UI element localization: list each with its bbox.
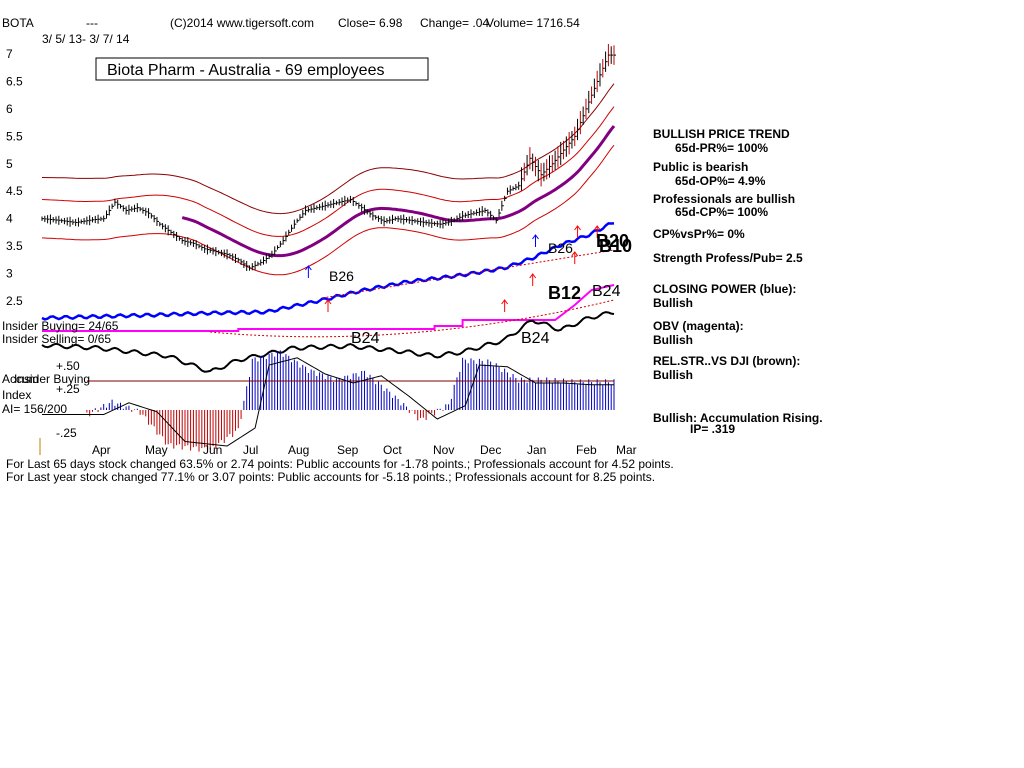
moving-average-line [181, 125, 616, 258]
signal-arrow-head [574, 225, 581, 231]
signal-arrow-head [571, 251, 579, 257]
accum-label: Accum [2, 372, 39, 386]
price-tick-label: 5 [6, 157, 13, 171]
price-tick-label: 6.5 [6, 74, 23, 88]
insider-buying-label: Insider Buying= 24/65 [2, 319, 119, 333]
signal-arrow-head [529, 273, 537, 279]
lower-band-red [41, 144, 615, 276]
signal-arrows [304, 225, 601, 312]
op-value: 65d-OP%= 4.9% [675, 174, 766, 188]
signal-arrow-head [532, 234, 539, 240]
accum-tick-label: +.50 [56, 359, 80, 373]
x-tick-label: Mar [616, 443, 637, 457]
relstr-value: Bullish [653, 368, 693, 382]
signal-label: B26 [329, 268, 354, 284]
ticker-label: BOTA [2, 16, 34, 30]
pros-label: Professionals are bullish [653, 192, 795, 206]
relstr-label: REL.STR..VS DJI (brown): [653, 354, 800, 368]
x-tick-label: Apr [92, 443, 111, 457]
ticker-dashes: --- [86, 16, 98, 30]
price-tick-label: 4.5 [6, 184, 23, 198]
price-bands [41, 83, 616, 276]
price-tick-label: 2.5 [6, 294, 23, 308]
x-tick-label: Jun [203, 443, 222, 457]
rs-trendline [210, 299, 615, 338]
price-axis: 7 6.5 6 5.5 5 4.5 4 3.5 3 2.5 [6, 47, 23, 308]
pr-value: 65d-PR%= 100% [675, 141, 768, 155]
signal-label: B24 [521, 330, 550, 347]
accum-axis: +.50 +.25 -.25 [56, 359, 80, 440]
cpvspr-value: CP%vsPr%= 0% [653, 227, 745, 241]
signal-label: B20 [596, 231, 629, 251]
copyright-label: (C)2014 www.tigersoft.com [170, 16, 314, 30]
accum-tick-label: -.25 [56, 426, 77, 440]
ip-value: IP= .319 [690, 422, 735, 436]
signal-arrow-head [324, 299, 332, 305]
price-bars [41, 43, 616, 272]
upper-band-red [41, 106, 615, 237]
price-tick-label: 3 [6, 267, 13, 281]
x-axis: Apr May Jun Jul Aug Sep Oct Nov Dec Jan Feb Mar [92, 443, 637, 457]
upper-band-brown [42, 83, 615, 215]
chart-title-box [95, 57, 429, 81]
ai-insider-buying-label: Insider Buying [14, 372, 90, 386]
insider-selling-label: Insider Selling= 0/65 [2, 332, 111, 346]
obv-line [42, 284, 615, 332]
price-tick-label: 3.5 [6, 239, 23, 253]
signal-arrow-head [501, 299, 509, 305]
chart-title: Biota Pharm - Australia - 69 employees [107, 62, 384, 79]
signal-label: B26 [548, 240, 573, 256]
signal-label: B12 [548, 283, 581, 303]
signal-label: B24 [351, 330, 380, 347]
index-label: Index [2, 388, 31, 402]
x-tick-label: Sep [337, 443, 359, 457]
obv-series [42, 284, 615, 332]
x-tick-label: Nov [433, 443, 454, 457]
accumulation-index-series [42, 350, 615, 453]
x-tick-label: Jan [527, 443, 546, 457]
price-tick-label: 6 [6, 102, 13, 116]
change-label: Change= .04 [420, 16, 489, 30]
footer-line-1: For Last 65 days stock changed 63.5% or … [6, 457, 674, 471]
public-label: Public is bearish [653, 160, 748, 174]
price-tick-label: 5.5 [6, 129, 23, 143]
x-tick-label: Feb [576, 443, 597, 457]
obv-value: Bullish [653, 333, 693, 347]
volume-label: Volume= 1716.54 [486, 16, 580, 30]
cp-value: 65d-CP%= 100% [675, 205, 768, 219]
x-tick-label: Oct [383, 443, 402, 457]
signal-label: B24 [592, 283, 621, 300]
close-label: Close= 6.98 [338, 16, 403, 30]
signal-arrow-head [593, 225, 601, 231]
footer-line-2: For Last year stock changed 77.1% or 3.0… [6, 470, 655, 484]
strength-value: Strength Profess/Pub= 2.5 [653, 251, 803, 265]
x-tick-label: Aug [288, 443, 309, 457]
rel-strength-series [41, 299, 615, 373]
price-tick-label: 4 [6, 212, 13, 226]
closing-power-label: CLOSING POWER (blue): [653, 282, 796, 296]
date-range-label: 3/ 5/ 13- 3/ 7/ 14 [42, 32, 130, 46]
accum-tick-label: +.25 [56, 382, 80, 396]
trend-title: BULLISH PRICE TREND [653, 127, 790, 141]
price-tick-label: 7 [6, 47, 13, 61]
rel-strength-line [41, 311, 615, 373]
closing-power-value: Bullish [653, 296, 693, 310]
x-tick-label: Jul [243, 443, 258, 457]
x-tick-label: Dec [480, 443, 501, 457]
x-tick-label: May [145, 443, 168, 457]
signal-arrow-head [304, 265, 312, 271]
ai-value-label: AI= 156/200 [2, 402, 67, 416]
signal-label: B10 [599, 236, 632, 256]
obv-label: OBV (magenta): [653, 319, 744, 333]
accum-ma-line [42, 357, 614, 447]
accum-status: Bullish: Accumulation Rising. [653, 411, 823, 425]
